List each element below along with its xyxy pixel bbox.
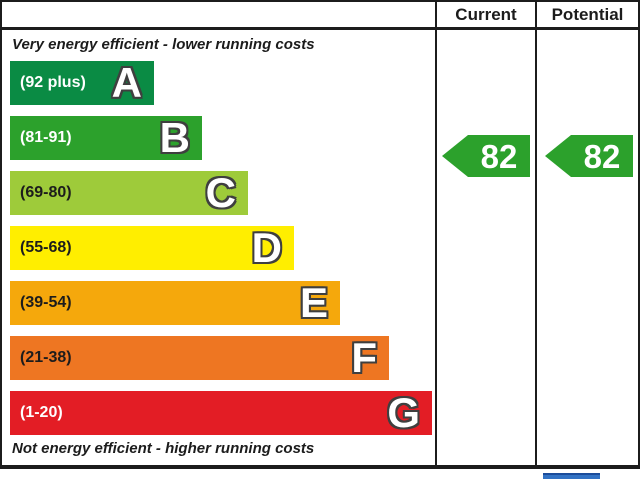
left-arrow-icon: 82	[545, 135, 633, 177]
left-arrow-icon: 82	[442, 135, 530, 177]
band-range-label: (81-91)	[20, 129, 72, 146]
band-letter: D	[251, 224, 282, 271]
next-chart-arrow-fragment	[543, 473, 600, 479]
band-letter: C	[205, 169, 236, 216]
rating-band-row: (21-38) F	[10, 336, 435, 380]
bands: (92 plus) A (81-91) B (69-80) C (55-68) …	[10, 61, 435, 435]
header-potential: Potential	[535, 2, 638, 30]
energy-efficiency-rating-chart: Current Potential Very energy efficient …	[0, 0, 640, 469]
rating-band-row: (1-20) G	[10, 391, 435, 435]
band-letter: B	[159, 114, 190, 161]
header-current: Current	[435, 2, 535, 30]
band-letter: A	[111, 59, 142, 106]
band-range-label: (1-20)	[20, 404, 63, 421]
top-note: Very energy efficient - lower running co…	[12, 36, 315, 53]
rating-band-bar: (1-20) G	[10, 391, 432, 435]
rating-band-bar: (55-68) D	[10, 226, 294, 270]
band-letter: G	[387, 389, 420, 436]
rating-bands-cell: Very energy efficient - lower running co…	[2, 30, 435, 465]
rating-band-bar: (92 plus) A	[10, 61, 154, 105]
band-range-label: (39-54)	[20, 294, 72, 311]
rating-band-row: (81-91) B	[10, 116, 435, 160]
rating-band-row: (92 plus) A	[10, 61, 435, 105]
band-letter: E	[299, 279, 328, 326]
band-range-label: (21-38)	[20, 349, 72, 366]
rating-band-row: (39-54) E	[10, 281, 435, 325]
current-rating-arrow: 82	[442, 135, 530, 177]
header-spacer	[2, 2, 435, 30]
rating-band-bar: (21-38) F	[10, 336, 389, 380]
rating-band-bar: (81-91) B	[10, 116, 202, 160]
rating-band-row: (55-68) D	[10, 226, 435, 270]
rating-band-bar: (69-80) C	[10, 171, 248, 215]
band-range-label: (92 plus)	[20, 74, 86, 91]
potential-score-cell: 82	[535, 30, 638, 465]
band-letter: F	[351, 334, 377, 381]
band-range-label: (69-80)	[20, 184, 72, 201]
rating-band-row: (69-80) C	[10, 171, 435, 215]
potential-score-value: 82	[584, 138, 621, 175]
band-range-label: (55-68)	[20, 239, 72, 256]
current-score-value: 82	[481, 138, 518, 175]
current-score-cell: 82	[435, 30, 535, 465]
rating-band-bar: (39-54) E	[10, 281, 340, 325]
bottom-note: Not energy efficient - higher running co…	[12, 440, 315, 457]
potential-rating-arrow: 82	[545, 135, 633, 177]
